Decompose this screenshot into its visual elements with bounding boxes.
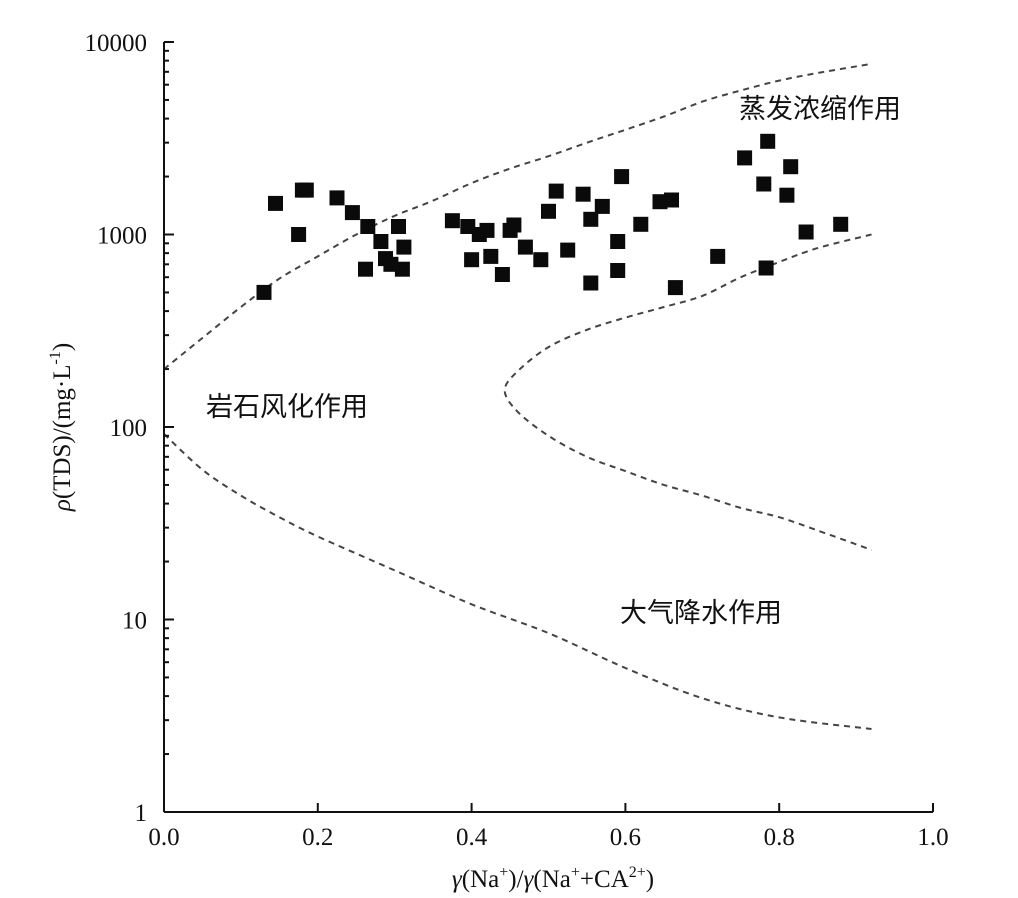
data-point [479, 222, 495, 238]
data-point [779, 187, 795, 203]
data-point [268, 195, 283, 211]
x-tick-label: 1.0 [917, 824, 948, 851]
annotation-evaporation: 蒸发浓缩作用 [739, 94, 901, 125]
data-point [575, 186, 591, 202]
data-point [583, 211, 599, 227]
data-point [614, 169, 630, 185]
data-point [610, 234, 626, 249]
x-tick-label: 0.8 [764, 824, 795, 851]
data-point [664, 192, 679, 208]
data-point [760, 133, 776, 149]
data-point [633, 216, 649, 232]
y-axis-ticks: 1 10 100 1000 10000 [85, 30, 174, 827]
data-point [256, 284, 272, 300]
data-point [373, 234, 389, 249]
data-point [798, 224, 814, 240]
x-tick-label: 0.0 [148, 824, 179, 851]
data-point [541, 203, 556, 219]
y-tick-label: 100 [110, 415, 148, 442]
data-point [394, 261, 410, 277]
data-point [560, 242, 576, 258]
y-tick-label: 1000 [97, 223, 147, 250]
data-point [783, 159, 799, 175]
boundary-curves [163, 62, 872, 730]
y-tick-label: 10000 [85, 30, 148, 57]
data-point [291, 227, 307, 242]
data-point [460, 219, 476, 234]
data-point [583, 275, 599, 291]
data-point [298, 182, 314, 198]
data-point [548, 183, 564, 199]
annotation-rock-weathering: 岩石风化作用 [206, 392, 368, 423]
data-point [483, 248, 499, 264]
data-point [358, 261, 373, 277]
data-point [737, 150, 753, 166]
data-point [594, 198, 610, 214]
x-tick-label: 0.2 [302, 824, 333, 851]
boundary-curve-2 [503, 233, 872, 551]
data-point [494, 267, 510, 282]
x-tick-label: 0.6 [610, 824, 641, 851]
y-axis-title: ρ(TDS)/(mg·L-1) [47, 343, 76, 512]
y-tick-label: 10 [122, 608, 147, 635]
data-point [444, 213, 460, 229]
data-point [533, 252, 549, 268]
boundary-curve-3 [163, 433, 872, 730]
x-tick-label: 0.4 [456, 824, 488, 851]
x-axis-ticks: 0.0 0.2 0.4 0.6 0.8 1.0 [148, 803, 949, 851]
boundary-curve-1 [163, 62, 872, 370]
y-tick-label: 1 [135, 800, 148, 827]
data-point [344, 205, 360, 221]
data-point [758, 260, 774, 276]
data-point [383, 256, 399, 272]
data-point [710, 248, 726, 264]
data-point [396, 239, 412, 255]
x-axis-title: γ(Na+)/γ(Na++CA2+) [452, 864, 654, 893]
data-point [833, 216, 849, 232]
data-point [652, 194, 668, 210]
data-point [329, 190, 345, 206]
data-point [756, 176, 772, 192]
data-point [360, 219, 376, 234]
data-point [517, 239, 533, 255]
data-points [256, 133, 849, 300]
data-point [464, 252, 480, 268]
data-point [610, 263, 626, 278]
annotation-precipitation: 大气降水作用 [620, 598, 782, 629]
data-point [506, 217, 522, 233]
data-point [667, 280, 683, 296]
data-point [391, 219, 406, 234]
